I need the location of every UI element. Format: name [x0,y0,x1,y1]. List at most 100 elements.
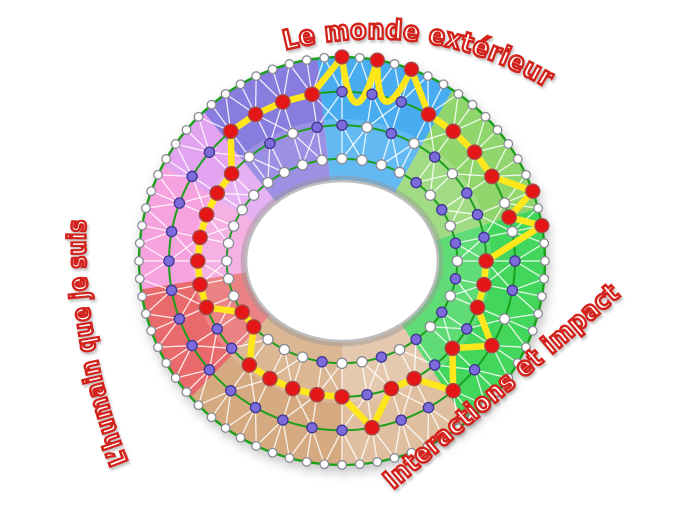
outer-node [480,111,491,122]
mesh-line [400,75,429,103]
outer-node [521,169,531,180]
ring-node-benchmark [165,284,178,297]
outer-node [480,400,491,411]
outer-node [354,52,365,63]
ring-node [393,166,406,179]
ring-node [262,176,274,189]
ring-node [356,356,368,368]
ring-node [424,189,437,201]
mesh-line [316,91,343,128]
ring-node-selected [209,185,226,201]
ring-node-selected [469,299,486,316]
ring-node-benchmark [395,414,407,426]
mesh-line [282,419,291,459]
mesh-line [415,173,453,184]
outer-node [503,139,514,149]
ring-node [444,220,457,232]
mesh-line [430,326,467,330]
outer-node [527,325,538,336]
outer-node [193,400,204,411]
nodes [134,49,550,470]
ring-node [336,357,348,370]
mesh-line [175,143,210,153]
ring-node-benchmark [461,323,473,335]
ring-node-selected [192,276,208,293]
ring-node-benchmark [336,119,348,131]
outer-node [372,456,383,467]
ring-node-benchmark [211,323,223,335]
outer-node [235,432,246,443]
ring-node [361,121,373,134]
outer-node [540,256,550,266]
outer-node [284,59,295,69]
ring-node [498,313,511,325]
outer-node [389,59,400,69]
mesh-line [254,407,257,446]
outer-node [492,124,503,135]
ring-node [296,159,309,171]
ring-node [236,204,248,216]
outer-node [453,423,464,434]
outer-node [301,55,312,66]
mesh-line [323,57,343,93]
outer-node [206,99,217,110]
outer-node [267,447,278,458]
ring-node [356,154,368,166]
ring-node-benchmark [375,351,388,363]
ring-node-selected [222,123,239,140]
outer-node [220,423,231,434]
ring-node-selected [383,380,400,397]
ring-node-benchmark [203,146,216,158]
ring-node [498,197,511,209]
label-human-i-am-text: L’humain que je suis [61,218,134,472]
outer-node-selected [534,217,550,234]
outer-node [512,154,523,164]
outer-node [220,88,231,99]
ring-node-benchmark [361,388,373,401]
ring-node-benchmark [422,401,435,414]
ring-node-selected [445,382,462,399]
outer-node [533,308,544,319]
label-human-i-am: L’humain que je suis [62,219,133,470]
mesh-line [390,133,401,173]
mesh-line [145,207,173,233]
ring-node-benchmark [385,127,398,140]
mesh-line [474,369,509,379]
ring-node [278,343,291,356]
outer-node [337,460,347,470]
ring-node-benchmark [264,137,276,150]
outer-node [453,88,464,99]
outer-node [539,273,550,284]
mesh-line [483,202,506,238]
ring-node-selected [234,304,251,321]
ring-node-benchmark [509,255,521,267]
mesh-line [393,419,402,459]
outer-node [354,459,365,470]
mesh-line [175,345,193,379]
outer-node [193,111,204,122]
ring-node-selected [304,86,320,103]
mesh-line [208,328,218,370]
ring-node-benchmark [225,342,238,355]
mesh-line [157,174,180,204]
outer-node [512,358,523,368]
ring-node-benchmark [471,208,484,221]
outer-node [161,358,172,368]
ring-node-benchmark [173,313,186,325]
ring-node [451,255,464,267]
outer-node [438,79,449,90]
outer-node [134,273,145,284]
ring-node [296,351,309,363]
mesh-line [323,429,343,465]
ring-node [336,152,348,165]
mesh-line [249,156,285,173]
ring-node [243,151,256,163]
ring-node-benchmark [173,197,186,209]
mesh-line [306,427,313,462]
mesh-line [477,214,513,233]
ring-node-benchmark [165,225,178,238]
outer-node [319,459,330,470]
ring-node [227,290,240,302]
outer-node [251,440,262,451]
